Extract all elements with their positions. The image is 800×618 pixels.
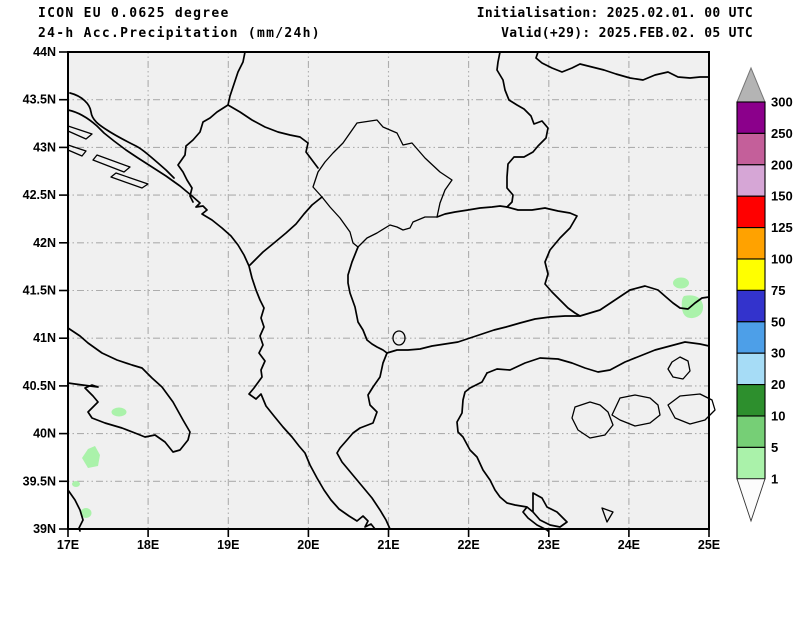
peninsula-kassandra bbox=[571, 401, 614, 439]
lon-label-23e: 23E bbox=[538, 538, 560, 552]
colorbar-band-1-5 bbox=[736, 446, 766, 480]
colorbar-arrow-above-max bbox=[736, 66, 766, 103]
border-macedonia-north bbox=[436, 205, 508, 218]
precip-area-3 bbox=[111, 407, 127, 417]
lat-label-40n: 40N bbox=[33, 427, 56, 441]
island-dalmatia-3 bbox=[92, 154, 131, 173]
axis-ticks bbox=[59, 51, 710, 537]
lat-label-41n: 41N bbox=[33, 331, 56, 345]
lat-label-39-5n: 39.5N bbox=[23, 474, 56, 488]
colorbar-label-200: 200 bbox=[771, 157, 793, 172]
lon-label-20e: 20E bbox=[297, 538, 319, 552]
lat-label-43n: 43N bbox=[33, 140, 56, 154]
peninsula-athos bbox=[667, 393, 716, 425]
colorbar-label-75: 75 bbox=[771, 283, 785, 298]
colorbar-band-30-50 bbox=[736, 321, 766, 354]
border-greece-north bbox=[386, 285, 710, 354]
border-bulgaria-macedonia bbox=[506, 206, 581, 317]
colorbar-band-50-75 bbox=[736, 289, 766, 323]
lon-label-21e: 21E bbox=[377, 538, 399, 552]
lat-label-43-5n: 43.5N bbox=[23, 93, 56, 107]
colorbar-label-10: 10 bbox=[771, 409, 785, 424]
init-time: Initialisation: 2025.02.01. 00 UTC bbox=[476, 6, 753, 21]
geography bbox=[67, 51, 716, 532]
border-danube bbox=[535, 51, 710, 81]
lon-label-25e: 25E bbox=[698, 538, 720, 552]
lat-axis: 44N 43.5N 43N 42.5N 42N 41.5N 41N 40.5N … bbox=[23, 45, 56, 536]
lat-label-42-5n: 42.5N bbox=[23, 188, 56, 202]
lat-label-41-5n: 41.5N bbox=[23, 284, 56, 298]
peninsula-sithonia bbox=[611, 394, 661, 427]
colorbar-label-20: 20 bbox=[771, 377, 785, 392]
colorbar-band-250-300 bbox=[736, 101, 766, 134]
border-serbia-montenegro bbox=[227, 104, 319, 169]
colorbar-label-150: 150 bbox=[771, 189, 793, 204]
border-montenegro-albania bbox=[249, 196, 323, 266]
precip-area-1 bbox=[673, 277, 689, 289]
colorbar-label-1: 1 bbox=[771, 471, 778, 486]
island-sporades bbox=[601, 507, 614, 523]
lat-label-42n: 42N bbox=[33, 236, 56, 250]
lake-prespa bbox=[392, 330, 406, 346]
colorbar: 300 250 200 150 125 100 75 50 30 20 10 5… bbox=[736, 66, 793, 523]
lon-axis: 17E 18E 19E 20E 21E 22E 23E 24E 25E bbox=[57, 538, 720, 552]
coastline-italy-heel bbox=[67, 327, 191, 453]
lat-label-44n: 44N bbox=[33, 45, 56, 59]
border-bosnia-montenegro bbox=[177, 104, 229, 203]
colorbar-band-20-30 bbox=[736, 352, 766, 386]
colorbar-band-75-100 bbox=[736, 258, 766, 291]
lon-label-18e: 18E bbox=[137, 538, 159, 552]
region-kosovo bbox=[312, 119, 453, 248]
coastline-thermaic-pelion bbox=[456, 372, 568, 532]
colorbar-label-100: 100 bbox=[771, 252, 793, 267]
coastline-aegean-north bbox=[486, 341, 710, 374]
coastline-dalmatia-north bbox=[69, 92, 175, 179]
border-albania-east bbox=[336, 246, 391, 530]
colorbar-band-150-200 bbox=[736, 164, 766, 197]
precip-area-4 bbox=[82, 446, 100, 468]
lon-label-17e: 17E bbox=[57, 538, 79, 552]
island-thasos bbox=[667, 356, 691, 380]
precipitation-areas bbox=[72, 277, 704, 518]
border-bosnia-serbia bbox=[227, 51, 246, 106]
lat-label-40-5n: 40.5N bbox=[23, 379, 56, 393]
coastline-adriatic bbox=[67, 109, 376, 530]
colorbar-label-50: 50 bbox=[771, 314, 785, 329]
border-serbia-bulgaria bbox=[496, 51, 549, 208]
colorbar-band-200-250 bbox=[736, 132, 766, 166]
island-dalmatia-4 bbox=[110, 172, 149, 189]
product-title: 24-h Acc.Precipitation (mm/24h) bbox=[38, 26, 321, 41]
colorbar-label-250: 250 bbox=[771, 126, 793, 141]
valid-time: Valid(+29): 2025.FEB.02. 05 UTC bbox=[501, 26, 753, 41]
colorbar-band-10-20 bbox=[736, 384, 766, 417]
colorbar-label-125: 125 bbox=[771, 220, 793, 235]
lon-label-24e: 24E bbox=[618, 538, 640, 552]
lat-label-39n: 39N bbox=[33, 522, 56, 536]
precip-area-6 bbox=[80, 508, 92, 518]
model-title: ICON EU 0.0625 degree bbox=[38, 6, 230, 21]
lon-label-22e: 22E bbox=[457, 538, 479, 552]
colorbar-label-300: 300 bbox=[771, 95, 793, 110]
colorbar-band-5-10 bbox=[736, 415, 766, 448]
colorbar-arrow-below-min bbox=[736, 478, 766, 523]
colorbar-label-5: 5 bbox=[771, 440, 778, 455]
colorbar-band-100-125 bbox=[736, 227, 766, 260]
precip-area-5 bbox=[72, 481, 80, 487]
colorbar-band-125-150 bbox=[736, 195, 766, 229]
lon-label-19e: 19E bbox=[217, 538, 239, 552]
colorbar-label-30: 30 bbox=[771, 346, 785, 361]
